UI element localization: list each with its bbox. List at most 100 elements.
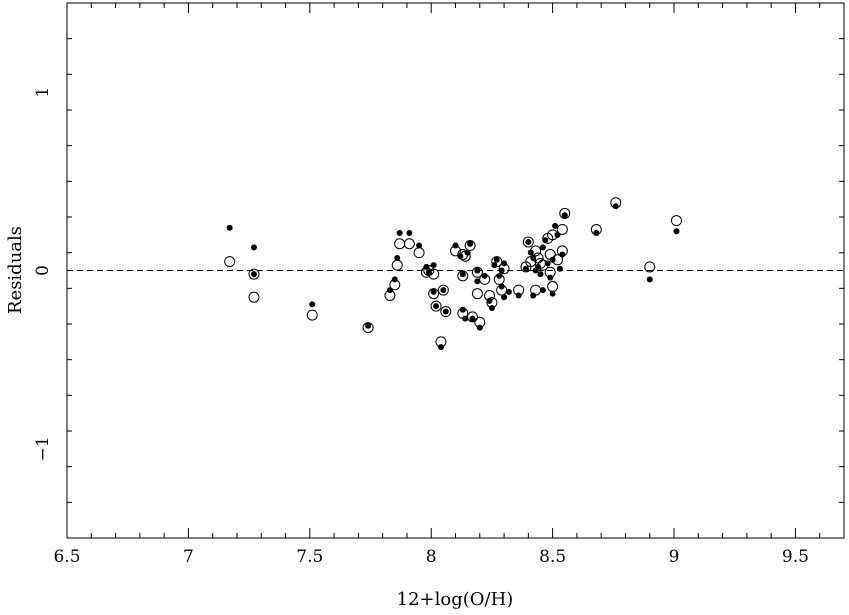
tick-marks [66, 2, 845, 539]
open-point [556, 245, 568, 257]
open-point [224, 256, 236, 268]
filled-point [552, 222, 559, 229]
tick-labels: 6.5 7 7.5 8 8.5 9 9.5 −1 0 1 [33, 87, 809, 567]
filled-point [440, 287, 447, 294]
open-point [496, 284, 508, 296]
filled-point [430, 288, 437, 295]
filled-point [406, 230, 413, 237]
open-point [670, 215, 682, 227]
filled-point [309, 301, 316, 308]
open-point [466, 311, 478, 323]
open-point [437, 284, 449, 296]
open-point [491, 256, 503, 268]
open-point [644, 261, 656, 273]
filled-point [459, 306, 466, 313]
x-tick-label: 9.5 [782, 547, 809, 567]
filled-point [537, 271, 544, 278]
open-point [544, 248, 556, 260]
open-point [513, 284, 525, 296]
open-point [471, 288, 483, 300]
filled-point [442, 308, 449, 315]
open-point [590, 223, 602, 235]
filled-point [505, 288, 512, 295]
open-point [248, 291, 260, 303]
filled-point [433, 303, 440, 310]
open-point [537, 259, 549, 271]
open-point [389, 279, 401, 291]
filled-point [559, 251, 566, 258]
filled-point [530, 292, 537, 299]
open-point [534, 257, 546, 269]
open-point [471, 266, 483, 278]
filled-point [430, 262, 437, 269]
open-point [493, 273, 505, 285]
filled-point [226, 224, 233, 231]
open-point [391, 259, 403, 271]
open-point [457, 248, 469, 260]
x-tick-label: 7.5 [296, 547, 323, 567]
x-tick-label: 6.5 [53, 547, 80, 567]
filled-point [501, 294, 508, 301]
open-point [430, 300, 442, 312]
filled-point [525, 238, 532, 245]
open-point [457, 307, 469, 319]
filled-point [474, 278, 481, 285]
open-point [413, 247, 425, 259]
open-point [450, 245, 461, 257]
x-tick-label: 8.5 [539, 547, 566, 567]
filled-point [496, 272, 503, 279]
open-point [522, 236, 534, 248]
filled-point [416, 242, 423, 249]
open-point [306, 309, 318, 321]
y-tick-label: −1 [33, 436, 53, 461]
filled-point [593, 230, 600, 237]
filled-point [459, 271, 466, 278]
open-point [440, 306, 452, 318]
open-point [428, 288, 440, 300]
filled-point [493, 256, 500, 263]
filled-point [394, 255, 401, 262]
filled-point [673, 228, 680, 235]
y-tick-label: 1 [33, 87, 53, 98]
open-point [486, 297, 498, 309]
filled-point [467, 240, 474, 247]
open-point [248, 268, 260, 280]
open-point [362, 322, 374, 334]
open-point [435, 336, 447, 348]
y-tick-label: 0 [33, 265, 53, 276]
open-point [428, 268, 440, 280]
open-point [544, 266, 556, 278]
open-point [384, 289, 396, 301]
open-point [403, 238, 415, 250]
data-points [224, 197, 682, 351]
filled-point [539, 287, 546, 294]
x-tick-label: 7 [183, 547, 194, 567]
filled-point [522, 265, 529, 272]
x-tick-label: 9 [669, 547, 680, 567]
filled-point [549, 290, 556, 297]
open-point [610, 197, 622, 209]
filled-point [474, 267, 481, 274]
open-point [464, 240, 476, 252]
open-point [394, 238, 406, 250]
open-point [420, 266, 432, 278]
open-point [547, 229, 559, 241]
open-point [559, 207, 571, 219]
filled-point [250, 244, 257, 251]
open-point [498, 263, 510, 275]
open-point [556, 223, 568, 235]
filled-point [556, 265, 563, 272]
filled-point [396, 230, 403, 237]
open-point [483, 289, 495, 301]
open-point [459, 250, 471, 262]
filled-point [365, 322, 372, 329]
filled-point [539, 244, 546, 251]
open-point [551, 254, 563, 266]
open-point [479, 273, 491, 285]
filled-point [561, 212, 568, 219]
x-tick-label: 8 [426, 547, 437, 567]
filled-point [469, 315, 476, 322]
filled-point [646, 276, 653, 283]
filled-point [250, 271, 257, 278]
